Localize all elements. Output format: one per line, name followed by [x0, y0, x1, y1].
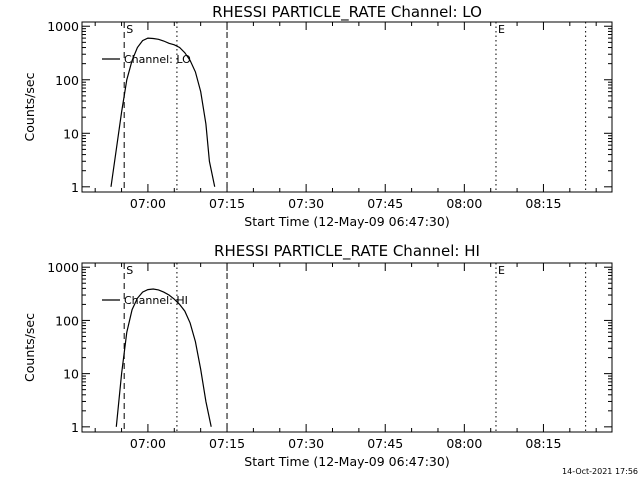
y-tick-label: 1000: [47, 260, 79, 275]
y-tick-label: 10: [63, 367, 79, 382]
x-tick-label: 07:00: [130, 436, 166, 451]
chart-title: RHESSI PARTICLE_RATE Channel: HI: [214, 242, 480, 261]
x-tick-label: 07:30: [288, 196, 324, 211]
plot-frame: [81, 21, 613, 193]
series-line-1: [110, 37, 216, 187]
y-tick-label: 100: [55, 73, 79, 88]
x-tick-label: 07:45: [367, 196, 403, 211]
marker-label-E: E: [498, 23, 505, 36]
chart-panel-1: RHESSI PARTICLE_RATE Channel: LO Start Ti…: [22, 3, 613, 229]
y-axis-label: Counts/sec: [22, 72, 37, 141]
x-tick-label: 07:30: [288, 436, 324, 451]
marker-label-S: S: [126, 264, 133, 277]
y-tick-label: 100: [55, 313, 79, 328]
y-tick-label: 1000: [47, 19, 79, 34]
x-tick-label: 07:00: [130, 196, 166, 211]
marker-label-E: E: [498, 264, 505, 277]
x-tick-label: 08:00: [446, 436, 482, 451]
y-axis-label: Counts/sec: [22, 313, 37, 382]
x-tick-label: 08:00: [446, 196, 482, 211]
x-tick-label: 07:15: [209, 196, 245, 211]
chart-title: RHESSI PARTICLE_RATE Channel: LO: [212, 3, 482, 22]
x-tick-label: 08:15: [525, 196, 561, 211]
y-tick-label: 10: [63, 126, 79, 141]
chart-panel-2: RHESSI PARTICLE_RATE Channel: HI Start Ti…: [22, 242, 613, 469]
x-tick-label: 08:15: [525, 436, 561, 451]
legend-label: Channel: LO: [124, 53, 191, 66]
x-tick-label: 07:45: [367, 436, 403, 451]
x-axis-label: Start Time (12-May-09 06:47:30): [244, 454, 449, 469]
footer-timestamp: 14-Oct-2021 17:56: [562, 467, 638, 476]
y-tick-label: 1: [71, 420, 79, 435]
series-line-1: [115, 288, 212, 427]
marker-label-S: S: [126, 23, 133, 36]
y-tick-label: 1: [71, 180, 79, 195]
x-tick-label: 07:15: [209, 436, 245, 451]
legend-label: Channel: HI: [124, 294, 188, 307]
x-axis-label: Start Time (12-May-09 06:47:30): [244, 214, 449, 229]
plot-frame: [81, 262, 613, 433]
